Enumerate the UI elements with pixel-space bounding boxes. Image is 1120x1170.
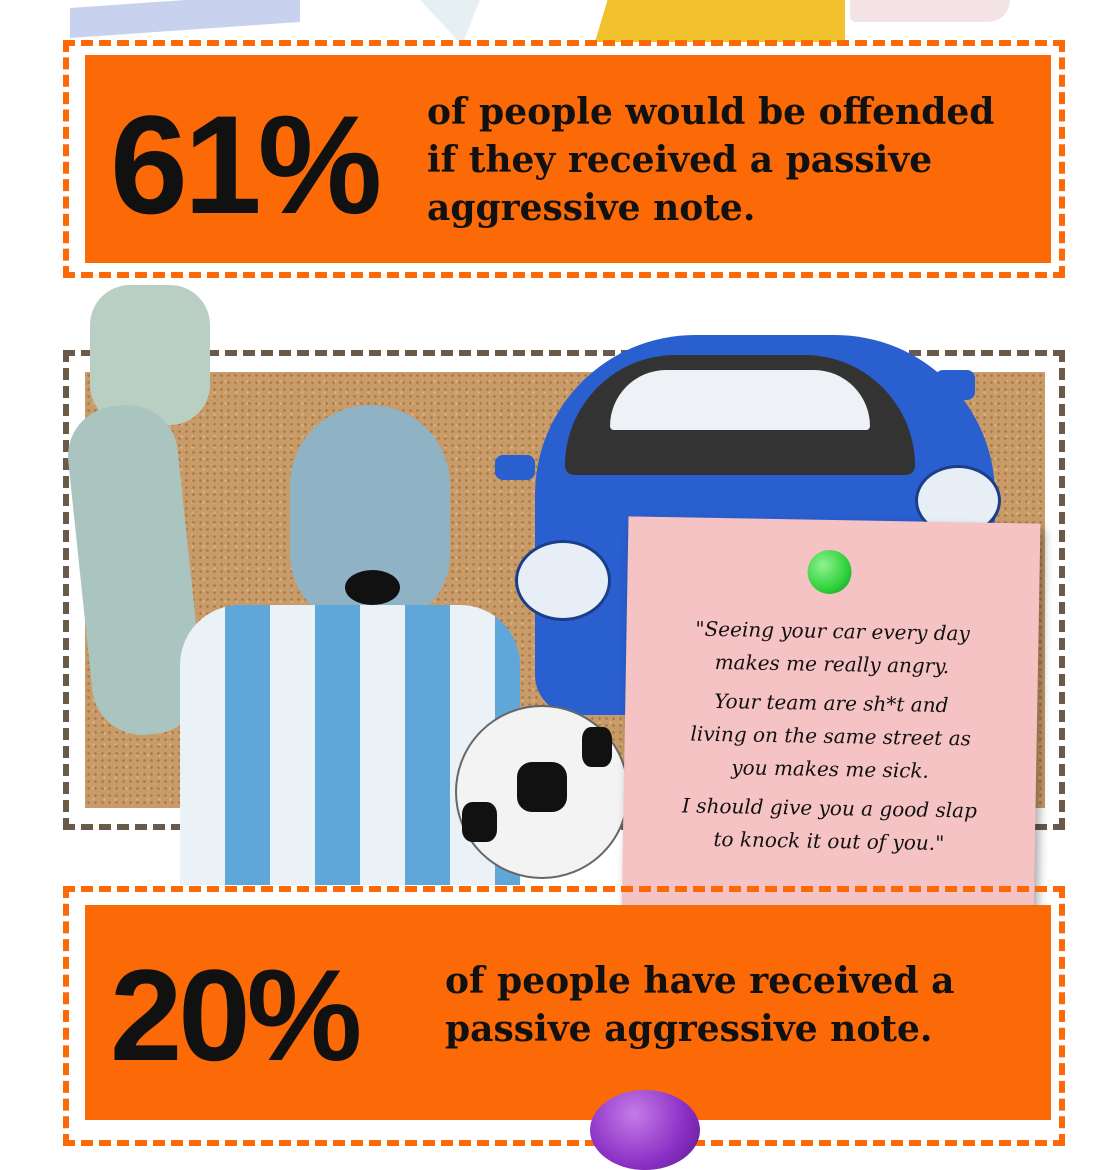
- stat-percent-1: 61%: [110, 86, 382, 243]
- note-line: you makes me sick.: [731, 755, 930, 783]
- stat-text-line: passive aggressive note.: [445, 1008, 933, 1050]
- pink-paper-image-fragment: [850, 0, 1010, 22]
- passive-aggressive-note: "Seeing your car every day makes me reall…: [621, 516, 1041, 924]
- note-line: "Seeing your car every day: [695, 616, 970, 646]
- stat-percent-2: 20%: [110, 942, 362, 1088]
- note-line: to knock it out of you.": [713, 826, 945, 855]
- stat-text-line: of people have received a: [445, 960, 955, 1002]
- note-line: Your team are sh*t and: [713, 688, 949, 718]
- stat-text-2: of people have received a passive aggres…: [445, 957, 954, 1053]
- note-line: living on the same street as: [690, 721, 972, 751]
- torn-paper-image-fragment: [420, 0, 480, 45]
- envelope-image-fragment: [70, 0, 300, 39]
- note-line: I should give you a good slap: [681, 793, 978, 823]
- stat-text-line: aggressive note.: [427, 187, 756, 229]
- stat-text-1: of people would be offended if they rece…: [427, 88, 994, 232]
- stat-box-2: 20% of people have received a passive ag…: [85, 905, 1051, 1120]
- stat-frame-1: [63, 40, 1065, 278]
- stat-box-1: 61% of people would be offended if they …: [85, 55, 1051, 263]
- green-pushpin-icon: [807, 549, 852, 595]
- note-text: "Seeing your car every day makes me reall…: [623, 611, 1039, 867]
- stat-text-line: if they received a passive: [427, 139, 933, 181]
- stat-text-line: of people would be offended: [427, 91, 995, 133]
- football-fan-image: [60, 285, 640, 885]
- yellow-note-image-fragment: [595, 0, 845, 42]
- note-line: makes me really angry.: [714, 649, 950, 679]
- football-icon: [455, 705, 629, 879]
- purple-pushpin-icon: [590, 1090, 700, 1170]
